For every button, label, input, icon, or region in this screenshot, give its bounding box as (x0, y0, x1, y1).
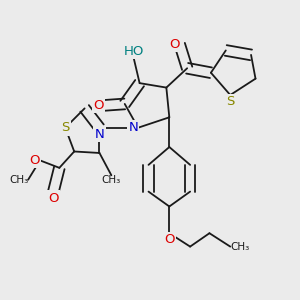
Text: O: O (48, 192, 59, 205)
Text: O: O (29, 154, 40, 167)
Text: N: N (128, 121, 138, 134)
Text: O: O (164, 233, 175, 246)
Text: S: S (61, 121, 70, 134)
Text: S: S (226, 95, 234, 108)
Text: O: O (169, 38, 180, 51)
Text: CH₃: CH₃ (9, 175, 28, 185)
Text: HO: HO (124, 45, 144, 58)
Text: CH₃: CH₃ (102, 175, 121, 185)
Text: O: O (93, 99, 104, 112)
Text: N: N (94, 128, 104, 141)
Text: CH₃: CH₃ (230, 242, 250, 252)
